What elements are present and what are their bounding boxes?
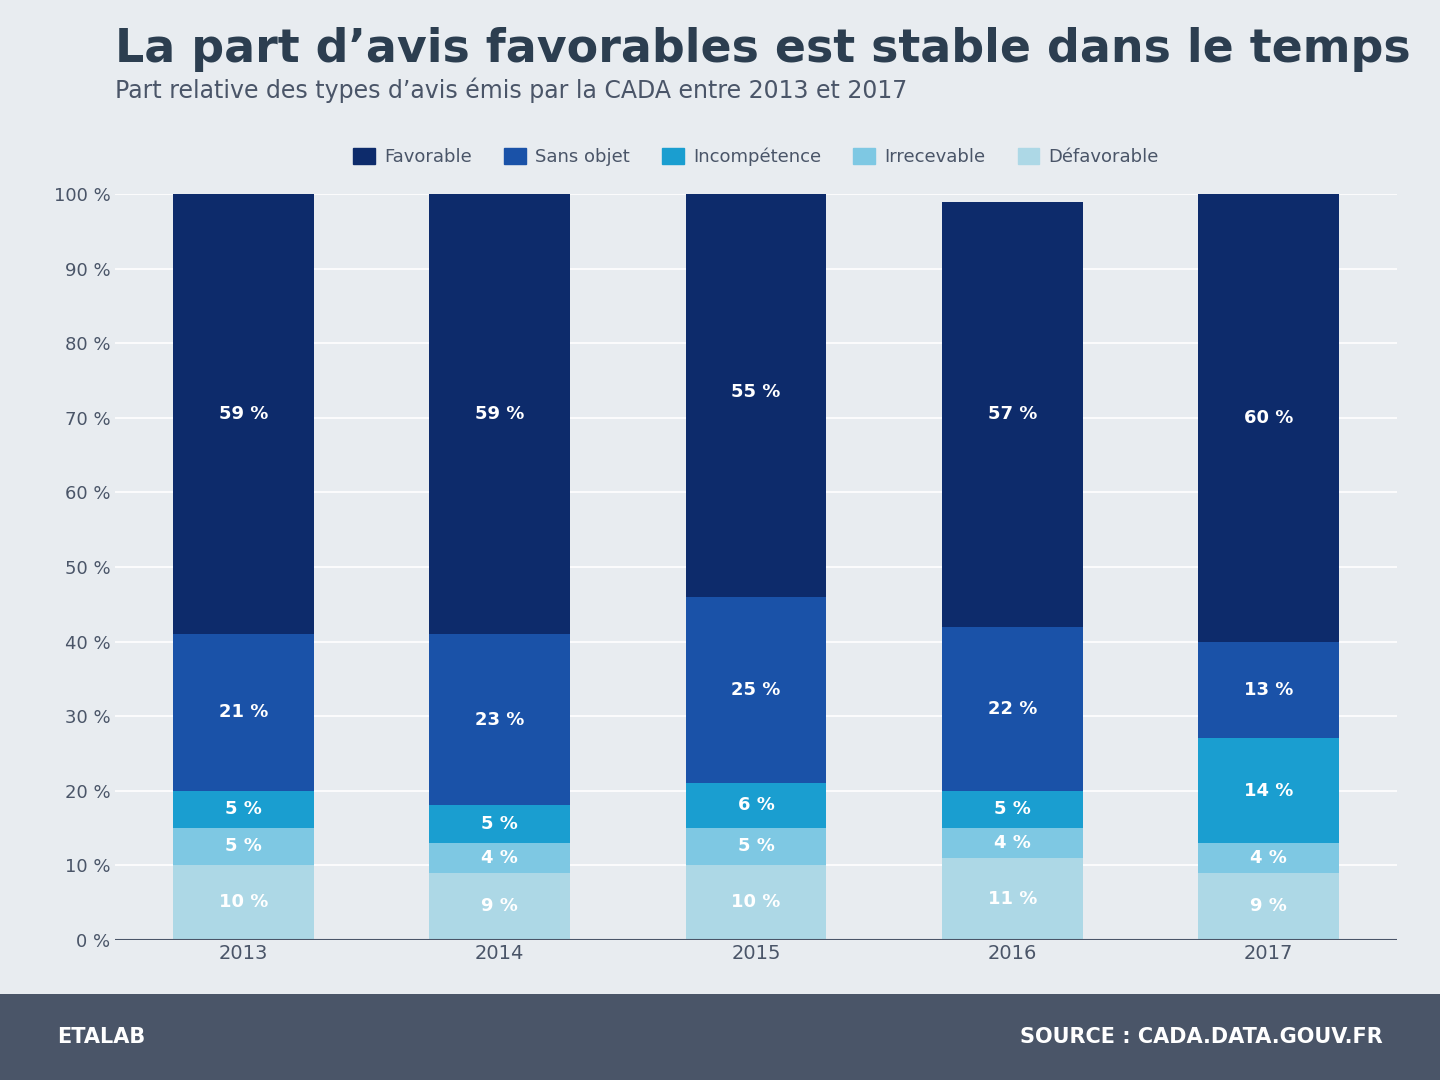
- Text: 59 %: 59 %: [475, 405, 524, 423]
- Text: 13 %: 13 %: [1244, 681, 1293, 699]
- Text: 4 %: 4 %: [481, 849, 518, 866]
- Bar: [429, 634, 570, 806]
- Bar: [429, 806, 570, 842]
- Bar: [1198, 873, 1339, 940]
- Text: 5 %: 5 %: [225, 800, 262, 819]
- Text: 10 %: 10 %: [732, 893, 780, 912]
- Bar: [173, 634, 314, 791]
- Text: 5 %: 5 %: [225, 837, 262, 855]
- Bar: [942, 858, 1083, 940]
- Legend: Favorable, Sans objet, Incompétence, Irrecevable, Défavorable: Favorable, Sans objet, Incompétence, Irr…: [346, 140, 1166, 173]
- Bar: [685, 783, 827, 827]
- Text: Part relative des types d’avis émis par la CADA entre 2013 et 2017: Part relative des types d’avis émis par …: [115, 78, 907, 104]
- Bar: [685, 865, 827, 940]
- Bar: [1198, 642, 1339, 739]
- Text: 14 %: 14 %: [1244, 782, 1293, 799]
- Bar: [173, 827, 314, 865]
- Text: 59 %: 59 %: [219, 405, 268, 423]
- Text: 25 %: 25 %: [732, 681, 780, 699]
- Bar: [173, 194, 314, 634]
- Text: 9 %: 9 %: [481, 897, 518, 915]
- Bar: [1198, 194, 1339, 642]
- Text: 4 %: 4 %: [1250, 849, 1287, 866]
- Bar: [942, 626, 1083, 791]
- Text: 11 %: 11 %: [988, 890, 1037, 907]
- Text: 55 %: 55 %: [732, 383, 780, 401]
- Bar: [429, 873, 570, 940]
- Text: 21 %: 21 %: [219, 703, 268, 721]
- Text: 5 %: 5 %: [737, 837, 775, 855]
- Bar: [429, 842, 570, 873]
- Text: 5 %: 5 %: [481, 815, 518, 833]
- Bar: [942, 791, 1083, 827]
- Text: 6 %: 6 %: [737, 796, 775, 814]
- Bar: [173, 865, 314, 940]
- Bar: [429, 194, 570, 634]
- Bar: [1198, 842, 1339, 873]
- Text: 57 %: 57 %: [988, 405, 1037, 423]
- Text: 4 %: 4 %: [994, 834, 1031, 852]
- Text: 9 %: 9 %: [1250, 897, 1287, 915]
- Bar: [685, 597, 827, 783]
- Text: La part d’avis favorables est stable dans le temps: La part d’avis favorables est stable dan…: [115, 27, 1411, 72]
- Bar: [685, 187, 827, 597]
- Bar: [942, 827, 1083, 858]
- Bar: [685, 827, 827, 865]
- Text: 60 %: 60 %: [1244, 409, 1293, 427]
- Text: SOURCE : CADA.DATA.GOUV.FR: SOURCE : CADA.DATA.GOUV.FR: [1020, 1027, 1382, 1047]
- Text: ETALAB: ETALAB: [58, 1027, 145, 1047]
- Bar: [173, 791, 314, 827]
- Text: 23 %: 23 %: [475, 711, 524, 729]
- Bar: [942, 202, 1083, 626]
- Text: 22 %: 22 %: [988, 700, 1037, 717]
- Text: 10 %: 10 %: [219, 893, 268, 912]
- Bar: [1198, 739, 1339, 842]
- Text: 5 %: 5 %: [994, 800, 1031, 819]
